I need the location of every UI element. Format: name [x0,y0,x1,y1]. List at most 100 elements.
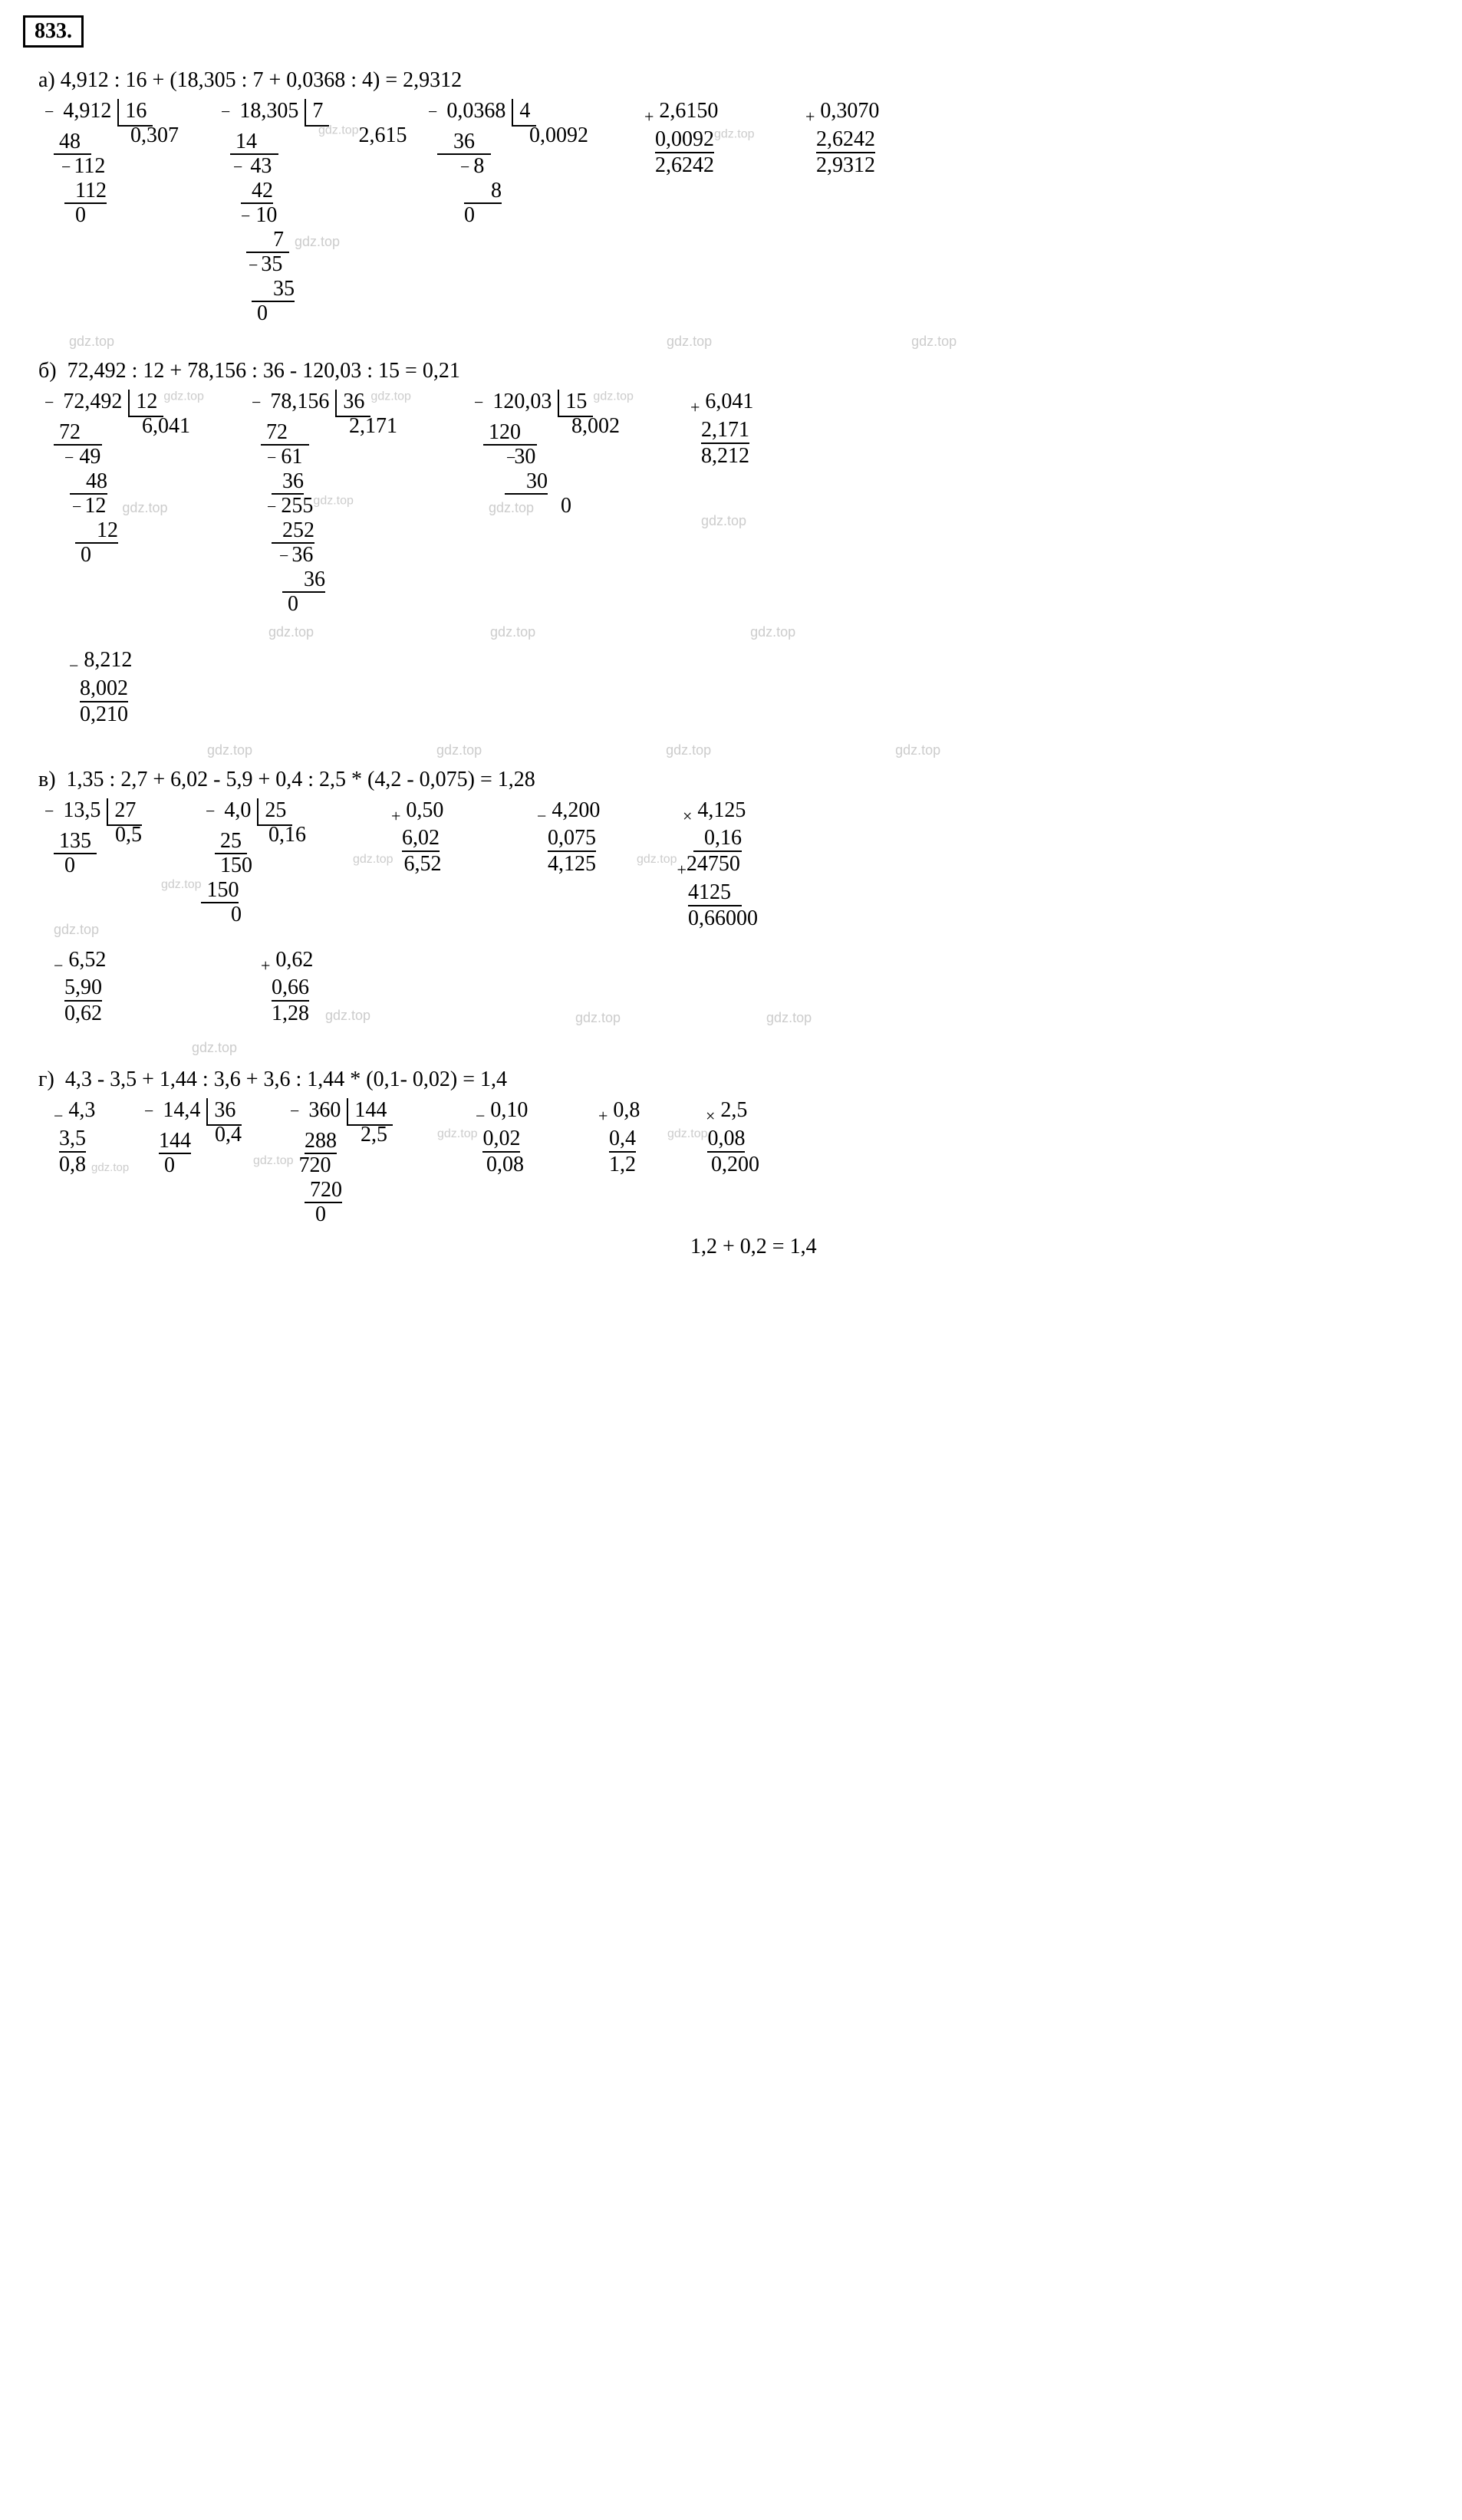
p1: 24750 [687,852,740,876]
n2: 8,002 [80,676,128,700]
subtraction-d2: − 0,10 gdz.top 0,02 0,08 [476,1098,575,1177]
step: 25 [220,829,242,853]
dividend: 4,912 [63,99,117,123]
step: 14 [235,130,257,153]
watermark: gdz.top [163,390,203,403]
n2: 3,5 [59,1127,86,1150]
watermark-row-c1: gdz.top gdz.top gdz.top gdz.top [207,742,1439,758]
addition-c2: + 0,62 0,66 1,28 gdz.top [261,948,384,1027]
step: 43 [239,154,272,178]
n1: 0,3070 [820,99,879,123]
divisor: 12 [128,390,163,417]
divisor: 7 [305,99,329,127]
expr-c: 1,35 : 2,7 + 6,02 - 5,9 + 0,4 : 2,5 * (4… [67,768,535,791]
step: 8 [464,179,502,202]
step: 7 [252,228,284,252]
step: 12 [75,518,118,542]
quotient: 0,307 [130,123,179,148]
watermark: gdz.top [318,124,358,137]
division-b1: −72,49212gdz.top 6,041 72 − 49 48 − 12 g… [54,390,222,567]
step: 255 [270,494,313,518]
watermark: gdz.top [593,390,633,403]
step: 135 [59,829,91,853]
step: 112 [64,179,107,202]
n2: 0,075 [548,826,596,850]
addition-a2: + 0,3070 2,6242 2,9312 [805,99,928,178]
n1: 4,125 [697,798,746,822]
divisor: 36 [206,1098,242,1126]
addition-c1: + 0,50 6,02 gdz.top 6,52 [391,798,499,877]
step: 30 [505,469,548,493]
quotient: gdz.top2,615 [318,123,407,148]
n2: 5,90 [64,975,102,999]
dividend: 13,5 [63,798,107,823]
dividend: 14,4 [163,1098,206,1123]
subtraction-c2: − 6,52 5,90 0,62 [54,948,176,1027]
watermark: gdz.top [207,742,252,758]
step: 48 [59,130,81,153]
step: 42 [241,179,273,202]
divisor: 144 [347,1098,393,1126]
result: 8,212 [701,444,749,468]
watermark: gdz.top [911,334,957,350]
step: 36 [437,130,475,153]
dividend: 78,156 [270,390,335,414]
quotient: 8,002 [571,414,620,439]
final-d: 1,2 + 0,2 = 1,4 [690,1235,1439,1259]
n1: 0,50 [406,798,443,822]
n1: 0,8 [613,1098,640,1122]
calc-row-c1: −13,527 0,5 135 0 −4,025 0,16 25 150 gdz… [54,798,1439,931]
n2: 0,02 [482,1127,520,1150]
watermark: gdz.top [701,513,746,528]
quotient: 0,16 [268,823,306,847]
watermark: gdz.top [268,624,314,640]
division-c1: −13,527 0,5 135 0 [54,798,176,878]
step: 0 [299,1202,326,1226]
step: 720 [305,1178,342,1202]
step: 120 [489,420,521,444]
step: 35 [239,252,282,276]
watermark: gdz.top [895,742,940,758]
n2: 0,66 [272,975,309,999]
dividend: 72,492 [63,390,128,414]
step: 0 [261,592,298,616]
multiplication-d1: × 2,5 gdz.top0,08 0,200 [706,1098,813,1177]
divisor: 25 [257,798,292,826]
division-b3: −120,0315gdz.top 8,002 120 − 30 30 gdz.t… [483,390,652,518]
result: 0,08 [486,1153,524,1176]
watermark: gdz.top [666,742,711,758]
n2: 0,0092 [655,127,714,151]
step: 72 [59,420,81,444]
division-c2: −4,025 0,16 25 150 gdz.top 150 0 [215,798,353,927]
n1: 4,200 [552,798,600,822]
result: 2,6242 [655,153,714,177]
result: 0,8 [59,1153,86,1176]
result: 1,28 [272,1002,309,1025]
watermark: gdz.top [766,1010,812,1026]
divisor: 27 [107,798,142,826]
watermark: gdz.top [325,1008,370,1023]
n1: 8,212 [84,648,132,672]
watermark: gdz.top [353,853,393,866]
n2: 0,16 [704,826,742,850]
part-d-label: г) 4,3 - 3,5 + 1,44 : 3,6 + 3,6 : 1,44 *… [38,1068,1439,1092]
step: 35 [252,277,295,301]
quotient: 6,041 [142,414,190,439]
result: 0,66000 [688,906,758,930]
dividend: 18,305 [239,99,305,123]
division-a2: −18,3057 gdz.top2,615 14 − 43 42 − 10 7 … [230,99,399,326]
addition-b1: + 6,041 2,171 8,212 gdz.top [690,390,813,531]
result: 0,62 [64,1002,102,1025]
sub-b-row: − 8,212 8,002 0,210 [69,648,1439,727]
n1: 2,5 [720,1098,747,1122]
watermark: gdz.top [490,624,535,640]
watermark: gdz.top [253,1154,293,1167]
q: 2,615 [358,123,407,147]
dividend: 360 [308,1098,347,1123]
step: 288 [305,1129,337,1153]
step: 0 [230,301,268,325]
n1: 2,6150 [659,99,718,123]
step: 36 [270,543,313,567]
watermark: gdz.top [313,495,353,508]
calc-row-d: − 4,3 3,5 0,8 gdz.top −14,436 0,4 144 0 … [54,1098,1439,1227]
